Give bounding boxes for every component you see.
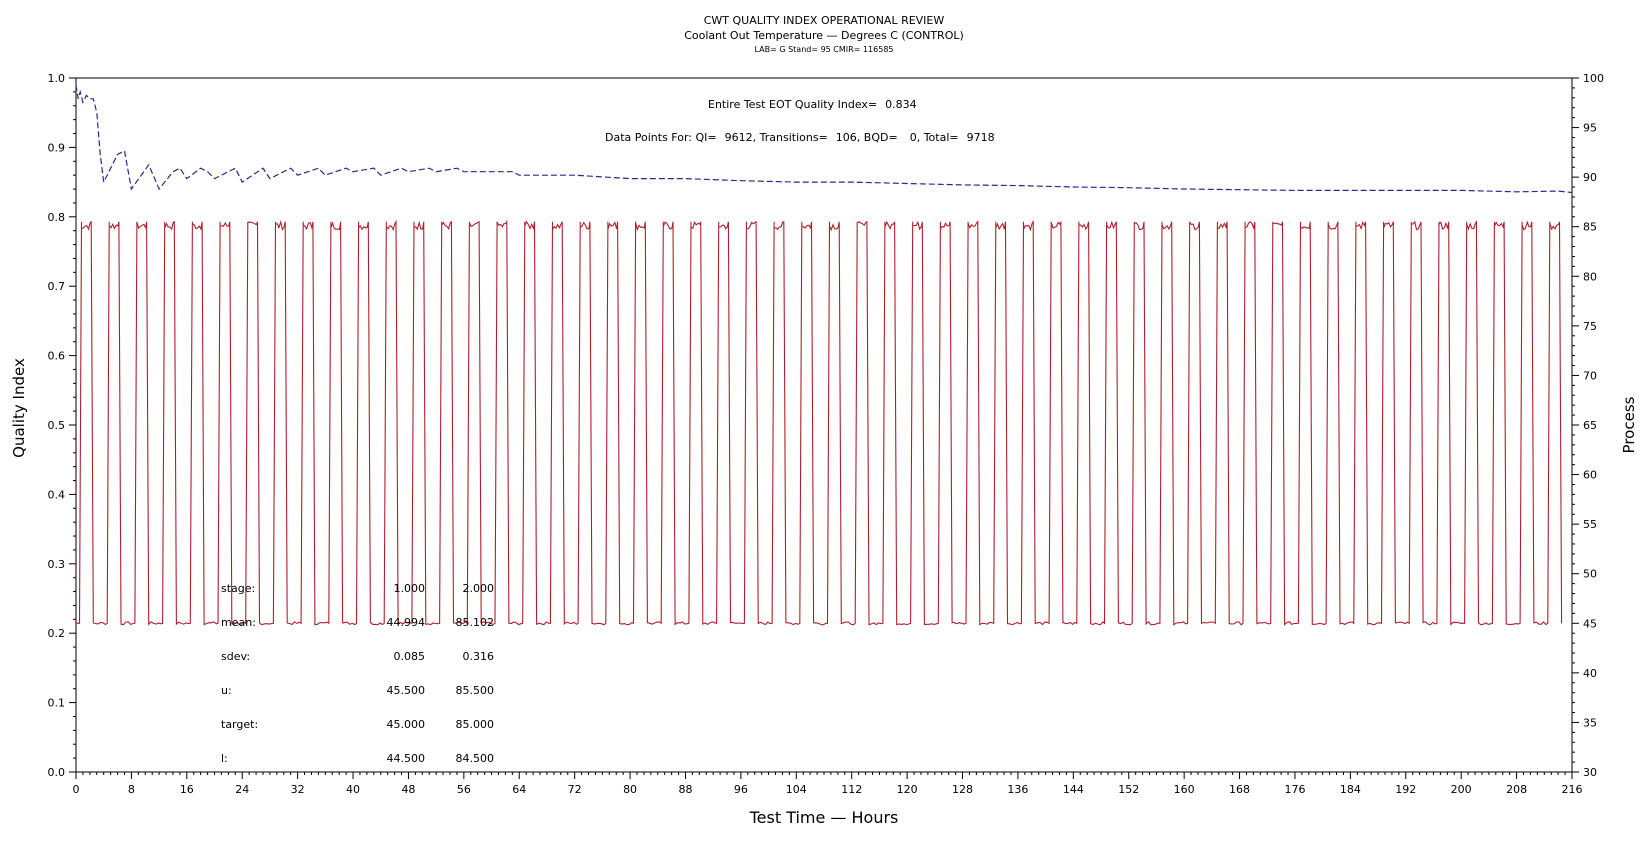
y-axis-label-left: Quality Index: [10, 358, 28, 458]
datapoints-label: Data Points For: QI=: [605, 131, 717, 144]
y-left-tick-label: 0.0: [48, 766, 66, 779]
eot-label: Entire Test EOT Quality Index=: [708, 98, 877, 111]
y-left-tick-label: 0.6: [48, 350, 66, 363]
stats-v1-u: 45.500: [387, 684, 426, 697]
stats-v2-l: 84.500: [456, 752, 495, 765]
y-axis-label-right: Process: [1620, 396, 1638, 453]
y-right-tick-label: 100: [1583, 72, 1604, 85]
chart-title: CWT QUALITY INDEX OPERATIONAL REVIEW: [704, 14, 945, 27]
x-tick-label: 192: [1395, 783, 1416, 796]
bqd-label: BQD=: [864, 131, 898, 144]
x-tick-label: 80: [623, 783, 637, 796]
bqd-count: 0: [910, 131, 917, 144]
stats-v2-mean: 85.102: [456, 616, 495, 629]
x-tick-label: 184: [1340, 783, 1361, 796]
transitions-count: 106: [836, 131, 857, 144]
transitions-label: Transitions=: [759, 131, 828, 144]
x-tick-label: 40: [346, 783, 360, 796]
series-process-line: [75, 219, 1563, 626]
y-right-tick-label: 50: [1583, 568, 1597, 581]
x-tick-label: 136: [1007, 783, 1028, 796]
x-tick-label: 96: [734, 783, 748, 796]
x-tick-label: 120: [897, 783, 918, 796]
y-right-tick-label: 75: [1583, 320, 1597, 333]
y-left-tick-label: 0.1: [48, 697, 66, 710]
stats-label-l: l:: [221, 752, 228, 765]
x-tick-label: 16: [180, 783, 194, 796]
x-tick-label: 200: [1451, 783, 1472, 796]
stats-label-mean: mean:: [221, 616, 256, 629]
stats-v2-target: 85.000: [456, 718, 495, 731]
x-tick-label: 56: [457, 783, 471, 796]
y-left-tick-label: 0.7: [48, 280, 66, 293]
stats-label-target: target:: [221, 718, 258, 731]
stats-label-sdev: sdev:: [221, 650, 250, 663]
stats-label-u: u:: [221, 684, 232, 697]
y-left-tick-label: 0.8: [48, 211, 66, 224]
y-left-tick-label: 0.9: [48, 141, 66, 154]
x-tick-label: 176: [1284, 783, 1305, 796]
stats-label-stage: stage:: [221, 582, 255, 595]
svg-text:Entire Test EOT Quality Index=: Entire Test EOT Quality Index= 0.834: [708, 98, 917, 111]
y-right-tick-label: 55: [1583, 518, 1597, 531]
y-right-tick-label: 90: [1583, 171, 1597, 184]
stats-v2-sdev: 0.316: [463, 650, 495, 663]
x-tick-label: 48: [401, 783, 415, 796]
x-tick-label: 144: [1063, 783, 1084, 796]
stats-v1-target: 45.000: [387, 718, 426, 731]
y-right-tick-label: 80: [1583, 270, 1597, 283]
x-tick-label: 104: [786, 783, 807, 796]
y-left-tick-label: 0.2: [48, 627, 66, 640]
x-tick-label: 88: [678, 783, 692, 796]
x-tick-label: 24: [235, 783, 249, 796]
x-tick-label: 160: [1174, 783, 1195, 796]
x-axis-label: Test Time — Hours: [749, 808, 899, 827]
y-right-tick-label: 45: [1583, 617, 1597, 630]
series-layer: [75, 84, 1573, 626]
x-tick-label: 152: [1118, 783, 1139, 796]
x-tick-label: 32: [291, 783, 305, 796]
y-left-tick-label: 0.3: [48, 558, 66, 571]
x-tick-label: 0: [73, 783, 80, 796]
x-tick-label: 72: [568, 783, 582, 796]
stats-v1-stage: 1.000: [394, 582, 426, 595]
x-tick-label: 208: [1506, 783, 1527, 796]
chart-subtitle-2: LAB= G Stand= 95 CMIR= 116585: [754, 45, 893, 54]
x-tick-label: 128: [952, 783, 973, 796]
series-quality-index-line: [75, 84, 1573, 194]
y-right-tick-label: 85: [1583, 221, 1597, 234]
x-tick-label: 8: [128, 783, 135, 796]
stats-v2-u: 85.500: [456, 684, 495, 697]
stats-v2-stage: 2.000: [463, 582, 495, 595]
stats-v1-l: 44.500: [387, 752, 426, 765]
svg-text:Data Points For: QI=9612, Tran: Data Points For: QI= 9612, Transitions= 10…: [605, 131, 995, 144]
y-right-tick-label: 70: [1583, 369, 1597, 382]
y-right-tick-label: 95: [1583, 122, 1597, 135]
total-label: Total=: [923, 131, 959, 144]
x-tick-label: 216: [1562, 783, 1583, 796]
axes-layer: 0 8 16 24 32 40 48 56 64 72 80 88 96 104 112 120 128 136 1…: [48, 72, 1605, 796]
x-tick-label: 112: [841, 783, 862, 796]
y-left-tick-label: 0.5: [48, 419, 66, 432]
chart-subtitle: Coolant Out Temperature — Degrees C (CON…: [684, 29, 964, 42]
qi-count: 9612: [725, 131, 753, 144]
y-left-tick-label: 0.4: [48, 488, 66, 501]
x-tick-label: 168: [1229, 783, 1250, 796]
y-right-tick-label: 40: [1583, 667, 1597, 680]
x-tick-label: 64: [512, 783, 526, 796]
y-right-tick-label: 30: [1583, 766, 1597, 779]
y-left-tick-label: 1.0: [48, 72, 66, 85]
y-right-tick-label: 65: [1583, 419, 1597, 432]
datapoints-annotation: Data Points For: QI= 9612, Transitions= 10…: [605, 131, 995, 144]
total-count: 9718: [967, 131, 995, 144]
y-right-tick-label: 60: [1583, 469, 1597, 482]
eot-annotation: Entire Test EOT Quality Index= 0.834: [708, 98, 917, 111]
stats-table: stage: 1.000 2.000 mean: 44.994 85.102 s…: [221, 582, 494, 765]
eot-value: 0.834: [885, 98, 917, 111]
stats-v1-mean: 44.994: [387, 616, 426, 629]
stats-v1-sdev: 0.085: [394, 650, 426, 663]
y-right-tick-label: 35: [1583, 716, 1597, 729]
